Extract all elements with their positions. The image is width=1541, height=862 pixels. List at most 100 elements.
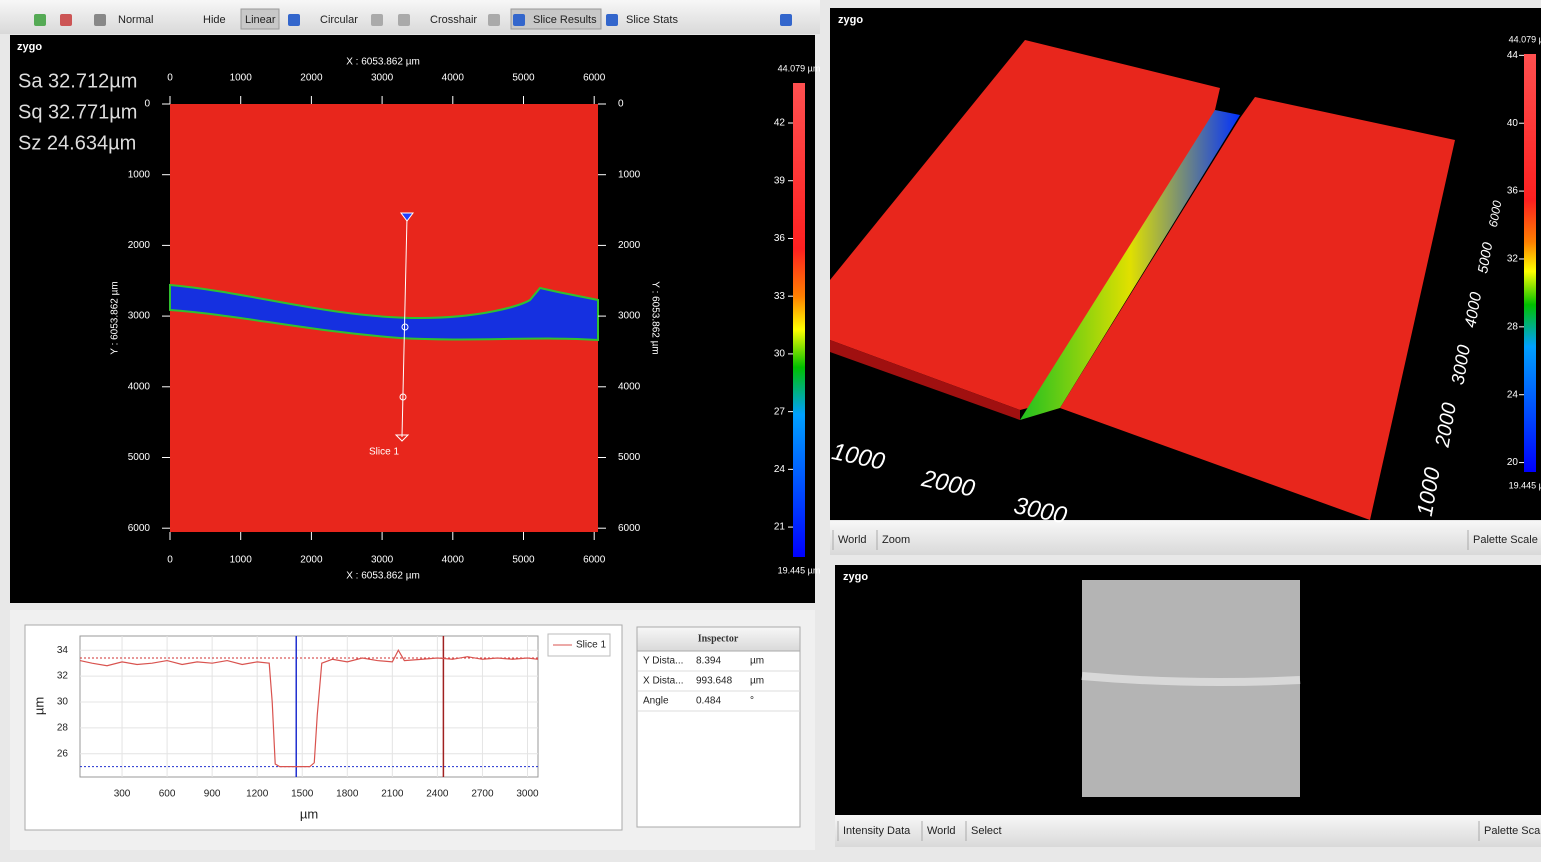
inspector-cell: µm — [750, 676, 764, 687]
y-tick-label: 26 — [57, 748, 69, 759]
y-axis-title: Y : 6053.862 µm — [110, 281, 121, 354]
inspector-cell: Y Dista... — [643, 656, 683, 667]
y-axis-label: µm — [31, 697, 46, 715]
view-3d-status-bar — [830, 521, 1541, 555]
colorbar-tick-label: 27 — [774, 406, 786, 417]
surface-stat: Sz 24.634µm — [18, 132, 136, 154]
toolbar-icon[interactable] — [34, 14, 46, 26]
colorbar — [1524, 54, 1536, 472]
colorbar-tick-label: 30 — [774, 349, 786, 360]
y-tick-label: 2000 — [128, 240, 151, 251]
inspector-cell: µm — [750, 656, 764, 667]
toolbar-button[interactable]: Slice Results — [533, 14, 597, 26]
colorbar-tick-label: 24 — [774, 464, 786, 475]
colorbar-min-label: 19.445 µm — [1509, 480, 1541, 490]
colorbar-tick-label: 39 — [774, 175, 786, 186]
x-tick-label: 2000 — [300, 73, 323, 84]
x-tick-label: 1800 — [336, 789, 359, 800]
surface-stat: Sq 32.771µm — [18, 101, 137, 123]
toolbar-icon[interactable] — [94, 14, 106, 26]
x-tick-label: 2100 — [381, 789, 404, 800]
toolbar-button[interactable]: Hide — [203, 14, 226, 26]
colorbar-tick-label: 28 — [1507, 321, 1519, 332]
x-tick-label: 6000 — [583, 73, 606, 84]
y-tick-label: 1000 — [618, 169, 641, 180]
status-bar-button[interactable]: World — [838, 534, 867, 546]
toolbar-icon[interactable] — [513, 14, 525, 26]
colorbar-tick-label: 20 — [1507, 457, 1519, 468]
x-axis-title: X : 6053.862 µm — [346, 57, 420, 68]
x-tick-label: 2400 — [426, 789, 449, 800]
y-tick-label: 5000 — [128, 452, 151, 463]
toolbar-icon[interactable] — [371, 14, 383, 26]
colorbar-tick-label: 32 — [1507, 254, 1519, 265]
toolbar-icon[interactable] — [780, 14, 792, 26]
x-tick-label: 2700 — [471, 789, 494, 800]
status-bar-button[interactable]: Zoom — [882, 534, 910, 546]
toolbar-button[interactable]: Linear — [245, 14, 276, 26]
colorbar-tick-label: 24 — [1507, 389, 1519, 400]
colorbar-tick-label: 36 — [774, 233, 786, 244]
toolbar-icon[interactable] — [606, 14, 618, 26]
toolbar-button[interactable]: Normal — [118, 14, 153, 26]
y-tick-label: 5000 — [618, 452, 641, 463]
inspector-cell: 8.394 — [696, 656, 721, 667]
toolbar-icon[interactable] — [60, 14, 72, 26]
x-tick-label: 600 — [159, 789, 176, 800]
status-bar-button[interactable]: Palette Scale — [1473, 534, 1538, 546]
x-tick-label: 0 — [167, 73, 173, 84]
status-bar-button[interactable]: Palette Sca — [1484, 825, 1541, 837]
colorbar-tick-label: 44 — [1507, 50, 1519, 61]
toolbar-button[interactable]: Crosshair — [430, 14, 477, 26]
toolbar-icon[interactable] — [398, 14, 410, 26]
status-bar-button[interactable]: Select — [971, 825, 1002, 837]
x-tick-label: 5000 — [512, 555, 535, 566]
y-tick-label: 32 — [57, 671, 69, 682]
x-tick-label: 0 — [167, 555, 173, 566]
x-tick-label: 6000 — [583, 555, 606, 566]
inspector-cell: 993.648 — [696, 676, 733, 687]
status-bar-button[interactable]: Intensity Data — [843, 825, 911, 837]
y-tick-label: 2000 — [618, 240, 641, 251]
colorbar-min-label: 19.445 µm — [778, 565, 821, 575]
surface-stat: Sa 32.712µm — [18, 70, 137, 92]
y-tick-label: 4000 — [618, 381, 641, 392]
x-tick-label: 3000 — [516, 789, 539, 800]
y-tick-label: 34 — [57, 645, 69, 656]
colorbar-max-label: 44.079 µm — [1509, 34, 1541, 44]
logo: zygo — [843, 571, 868, 583]
x-tick-label: 2000 — [300, 555, 323, 566]
colorbar-max-label: 44.079 µm — [778, 63, 821, 73]
slice-label: Slice 1 — [369, 447, 399, 458]
x-tick-label: 3000 — [371, 73, 394, 84]
y-tick-label: 6000 — [128, 523, 151, 534]
y-tick-label: 3000 — [618, 311, 641, 322]
y-tick-label: 0 — [618, 99, 624, 110]
toolbar-icon[interactable] — [288, 14, 300, 26]
toolbar-icon[interactable] — [488, 14, 500, 26]
logo: zygo — [838, 14, 863, 26]
colorbar-tick-label: 40 — [1507, 118, 1519, 129]
y-tick-label: 1000 — [128, 169, 151, 180]
x-tick-label: 1200 — [246, 789, 269, 800]
y-tick-label: 30 — [57, 697, 69, 708]
logo: zygo — [17, 41, 42, 53]
x-tick-label: 4000 — [442, 555, 465, 566]
x-axis-label: µm — [300, 806, 318, 821]
inspector-title: Inspector — [698, 633, 739, 644]
colorbar-tick-label: 36 — [1507, 186, 1519, 197]
toolbar-button[interactable]: Circular — [320, 14, 358, 26]
toolbar-button[interactable]: Slice Stats — [626, 14, 678, 26]
inspector-cell: Angle — [643, 696, 669, 707]
status-bar-button[interactable]: World — [927, 825, 956, 837]
y-tick-label: 0 — [144, 99, 150, 110]
y-axis-title: Y : 6053.862 µm — [649, 281, 660, 354]
inspector-cell: 0.484 — [696, 696, 721, 707]
y-tick-label: 4000 — [128, 381, 151, 392]
x-tick-label: 1000 — [230, 73, 253, 84]
x-tick-label: 1500 — [291, 789, 314, 800]
intensity-image — [1082, 580, 1300, 797]
app-window: Normal Hide Linear Circular Crosshair Slice R… — [0, 0, 1541, 857]
colorbar-tick-label: 33 — [774, 291, 786, 302]
x-tick-label: 900 — [204, 789, 221, 800]
